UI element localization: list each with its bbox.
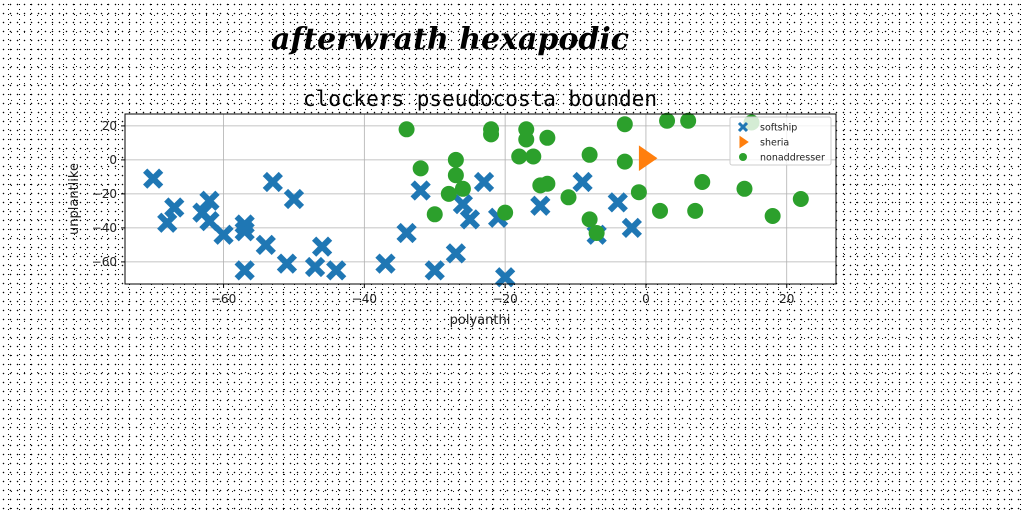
nonaddresser-point xyxy=(680,112,697,129)
softship-point xyxy=(530,195,551,216)
x-axis-label: polyanthi xyxy=(450,313,511,328)
softship-point xyxy=(424,260,445,281)
softship-point xyxy=(283,188,305,210)
softship-point xyxy=(234,221,255,242)
softship-point xyxy=(234,260,255,281)
softship-point xyxy=(445,243,466,264)
softship-point xyxy=(607,192,628,213)
nonaddresser-point xyxy=(447,167,464,184)
y-axis-label: unplantlike xyxy=(67,163,82,235)
nonaddresser-point xyxy=(694,174,711,190)
y-tick-label: −40 xyxy=(92,221,117,235)
y-tick-label: 0 xyxy=(109,153,117,167)
legend-label-softship: softship xyxy=(760,123,797,134)
nonaddresser-point xyxy=(581,146,598,163)
softship-point xyxy=(143,168,164,189)
x-tick-label: 20 xyxy=(779,292,794,306)
y-tick-label: −60 xyxy=(92,255,117,269)
nonaddresser-point xyxy=(440,185,457,202)
nonaddresser-point xyxy=(659,112,676,129)
softship-point xyxy=(199,190,220,211)
nonaddresser-point xyxy=(497,204,514,221)
nonaddresser-point xyxy=(764,208,781,224)
softship-point xyxy=(452,193,474,215)
softship-point xyxy=(213,224,234,245)
nonaddresser-point xyxy=(398,121,415,138)
y-tick-label: −20 xyxy=(92,187,117,201)
softship-point xyxy=(262,171,283,193)
nonaddresser-point xyxy=(581,211,598,228)
axis-ticks: −60 −40 −20 0 20 −60 −40 −20 0 20 xyxy=(92,119,795,306)
x-tick-label: −20 xyxy=(492,292,517,306)
nonaddresser-point xyxy=(792,191,809,207)
nonaddresser-point xyxy=(412,160,429,177)
plot-frame xyxy=(124,113,837,285)
nonaddresser-point xyxy=(652,202,669,219)
softship-point xyxy=(164,197,185,218)
legend: softship sheria nonaddresser xyxy=(729,116,832,166)
nonaddresser-point xyxy=(588,225,605,241)
softship-point xyxy=(255,234,276,256)
page-title: afterwrath hexapodic xyxy=(270,22,630,57)
legend-marker-nonaddresser xyxy=(739,153,747,161)
nonaddresser-point xyxy=(616,153,633,170)
softship-point xyxy=(375,253,396,274)
plot-area xyxy=(125,114,836,284)
nonaddresser-point xyxy=(616,116,633,133)
x-tick-label: −60 xyxy=(211,292,236,306)
softship-point xyxy=(396,222,417,244)
sheria-point xyxy=(638,145,658,171)
chart-title: clockers pseudocosta bounden xyxy=(303,87,657,111)
softship-point xyxy=(157,212,178,233)
y-tick-label: 20 xyxy=(102,119,117,133)
softship-point xyxy=(459,209,481,230)
nonaddresser-point xyxy=(560,189,577,206)
softship-point xyxy=(304,256,326,278)
nonaddresser-point xyxy=(518,131,535,148)
legend-marker-sheria xyxy=(739,135,749,149)
legend-label-nonaddresser: nonaddresser xyxy=(760,153,825,164)
nonaddresser-point xyxy=(426,206,443,223)
nonaddresser-point xyxy=(539,129,556,146)
softship-point xyxy=(199,210,220,232)
data-points xyxy=(143,112,809,288)
softship-point xyxy=(326,260,347,281)
x-tick-label: 0 xyxy=(642,292,650,306)
nonaddresser-point xyxy=(630,184,647,201)
softship-point xyxy=(495,267,516,288)
nonaddresser-point xyxy=(687,202,704,219)
nonaddresser-point xyxy=(525,148,542,165)
softship-point xyxy=(311,236,333,257)
softship-point xyxy=(410,180,431,201)
legend-marker-softship xyxy=(737,121,749,133)
nonaddresser-point xyxy=(454,180,471,197)
nonaddresser-point xyxy=(483,126,500,143)
legend-box xyxy=(729,116,832,166)
softship-point xyxy=(473,171,495,193)
nonaddresser-point xyxy=(539,175,556,192)
softship-point xyxy=(572,171,593,193)
softship-point xyxy=(621,217,642,239)
x-tick-label: −40 xyxy=(352,292,377,306)
softship-point xyxy=(276,253,298,274)
nonaddresser-point xyxy=(447,151,464,168)
legend-label-sheria: sheria xyxy=(760,138,789,149)
nonaddresser-point xyxy=(736,180,753,197)
nonaddresser-point xyxy=(511,148,528,165)
grid xyxy=(125,114,836,284)
